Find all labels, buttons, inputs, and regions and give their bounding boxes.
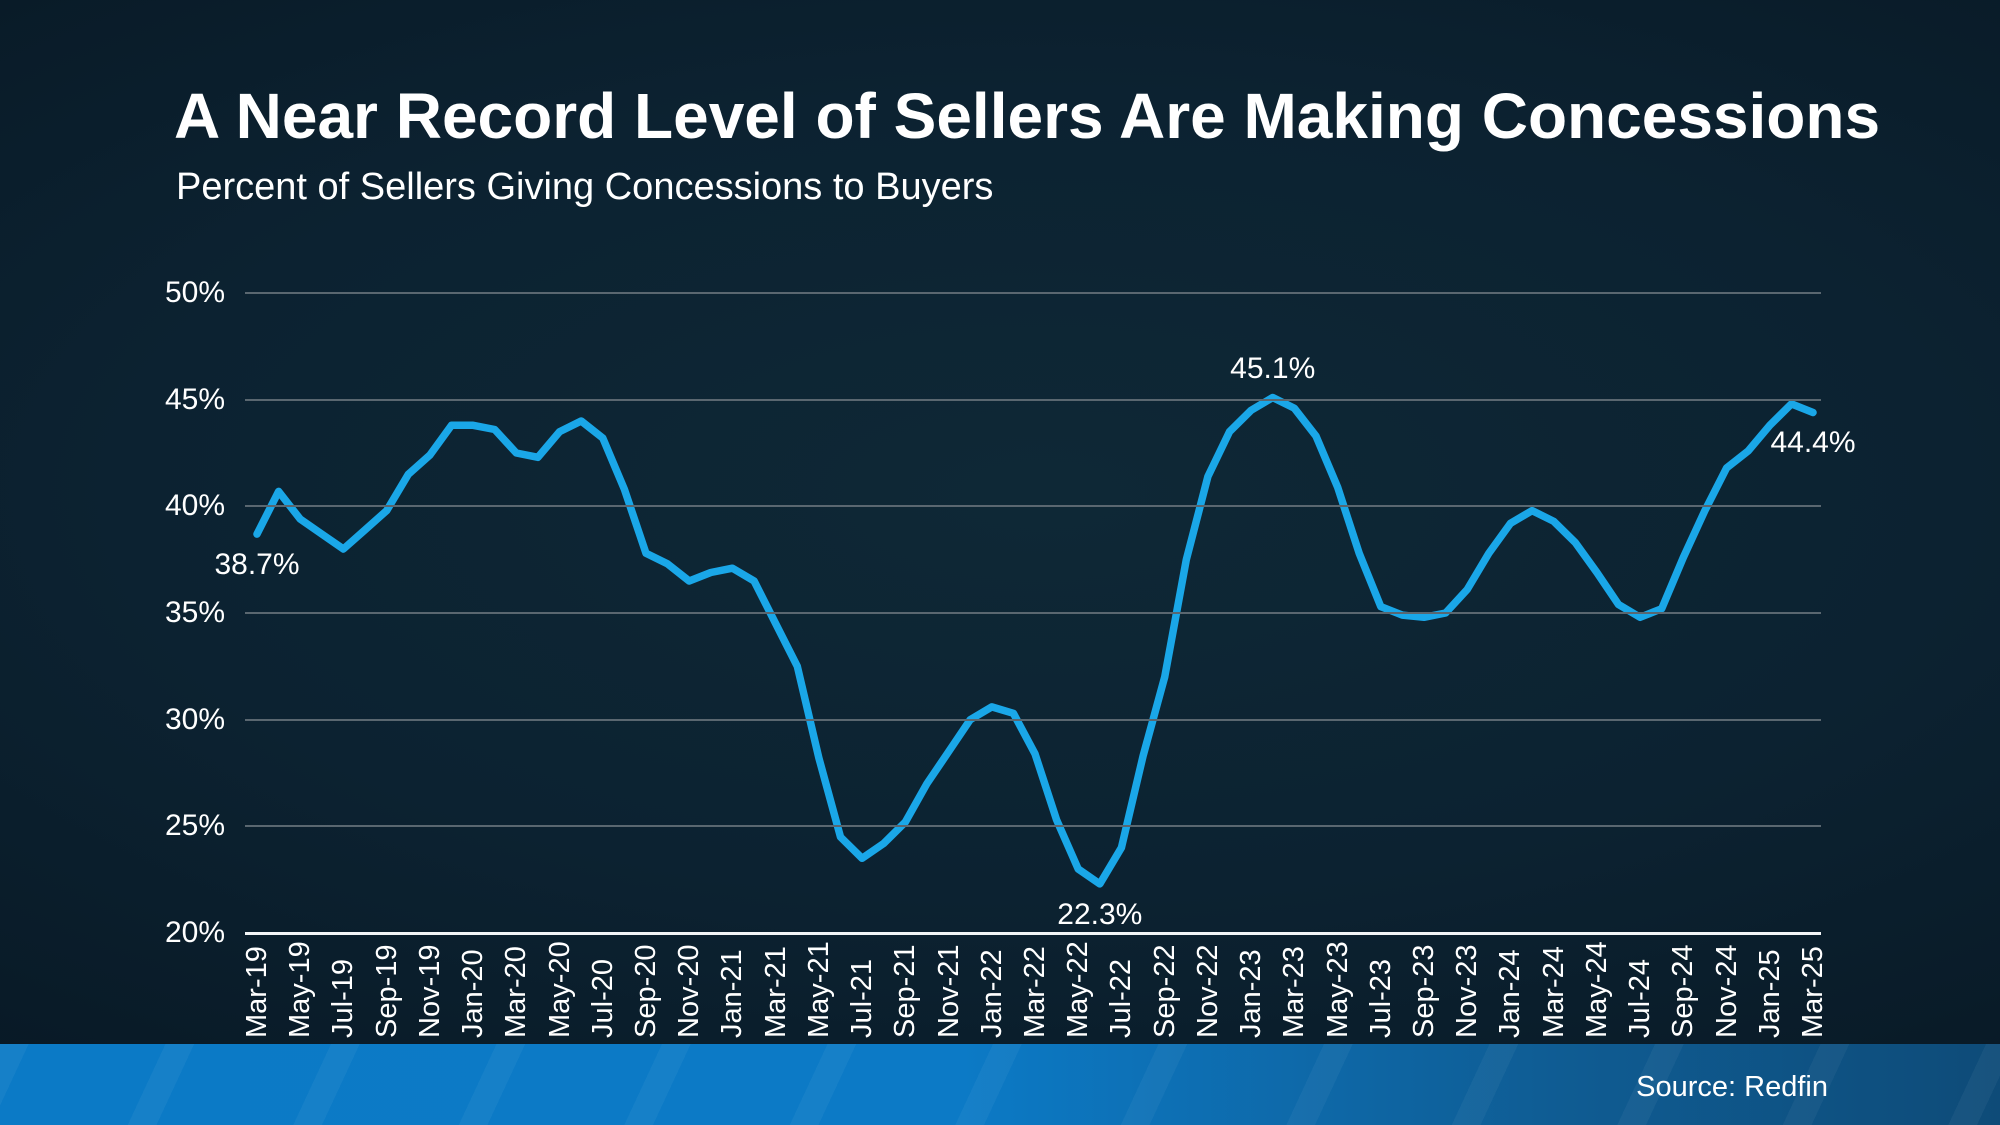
x-tick-label: Mar-19 xyxy=(241,946,273,1038)
gridline-35 xyxy=(245,612,1821,614)
x-tick-label: Sep-22 xyxy=(1148,944,1181,1038)
x-tick-label: May-23 xyxy=(1321,941,1354,1038)
x-tick-label: Jan-24 xyxy=(1494,949,1527,1038)
x-tick-label: Mar-22 xyxy=(1019,946,1051,1038)
y-tick-label: 50% xyxy=(164,276,225,309)
x-tick-label: Jul-20 xyxy=(586,959,619,1038)
x-tick-label: May-22 xyxy=(1062,941,1095,1038)
gridline-50 xyxy=(245,292,1821,294)
x-tick-label: Mar-25 xyxy=(1797,946,1829,1038)
x-tick-label: Mar-24 xyxy=(1537,946,1570,1038)
x-axis-line xyxy=(245,931,1821,935)
x-tick-label: May-21 xyxy=(802,941,835,1038)
gridline-25 xyxy=(245,825,1821,828)
x-tick-label: Nov-21 xyxy=(932,944,965,1039)
annotation-mar-25: 44.4% xyxy=(1770,426,1856,460)
y-tick-label: 20% xyxy=(164,916,225,949)
annotation-mar-19: 38.7% xyxy=(214,548,300,582)
y-tick-label: 30% xyxy=(164,702,225,736)
x-tick-label: Sep-21 xyxy=(889,944,922,1038)
line-series-svg xyxy=(253,393,1817,888)
gridline-45 xyxy=(245,398,1821,401)
chart-subtitle: Percent of Sellers Giving Concessions to… xyxy=(176,166,994,208)
x-tick-label: May-20 xyxy=(543,941,576,1038)
x-tick-label: Nov-24 xyxy=(1710,944,1743,1039)
x-tick-label: Sep-23 xyxy=(1408,944,1440,1038)
x-tick-label: Sep-19 xyxy=(370,944,403,1038)
x-tick-label: Jan-25 xyxy=(1753,949,1786,1038)
x-tick-label: May-24 xyxy=(1580,941,1613,1038)
x-tick-label: Nov-23 xyxy=(1451,944,1484,1039)
x-tick-label: Mar-23 xyxy=(1278,946,1311,1038)
y-tick-label: 40% xyxy=(164,489,225,523)
footer-band: Source: Redfin xyxy=(0,1044,2000,1125)
x-tick-label: Nov-19 xyxy=(413,944,446,1039)
y-tick-label: 35% xyxy=(164,596,225,629)
plot-area xyxy=(245,293,1821,933)
source-label: Source: Redfin xyxy=(1636,1071,1828,1103)
x-tick-label: Jul-24 xyxy=(1624,959,1657,1038)
annotation-jun-22: 22.3% xyxy=(1057,897,1143,931)
x-tick-label: Jan-23 xyxy=(1235,949,1268,1038)
x-tick-label: Mar-21 xyxy=(759,946,792,1038)
gridline-30 xyxy=(245,718,1821,721)
x-tick-label: Nov-22 xyxy=(1191,944,1224,1039)
x-tick-label: Mar-20 xyxy=(500,946,533,1038)
x-tick-label: Jan-21 xyxy=(716,949,749,1038)
x-tick-label: Jul-23 xyxy=(1364,959,1397,1038)
y-tick-label: 25% xyxy=(164,809,225,843)
x-tick-label: Sep-20 xyxy=(630,944,662,1038)
x-tick-label: Jul-22 xyxy=(1105,959,1138,1038)
x-tick-label: Nov-20 xyxy=(673,944,706,1039)
x-tick-label: Jan-22 xyxy=(975,949,1008,1038)
annotation-feb-23: 45.1% xyxy=(1230,351,1316,385)
gridline-40 xyxy=(245,505,1821,508)
x-tick-label: Sep-24 xyxy=(1667,944,1700,1038)
x-tick-label: May-19 xyxy=(284,941,317,1038)
concessions-line xyxy=(253,393,1817,888)
x-tick-label: Jan-20 xyxy=(457,949,490,1038)
chart-title: A Near Record Level of Sellers Are Makin… xyxy=(174,80,1881,152)
y-tick-label: 45% xyxy=(164,382,225,416)
x-tick-label: Jul-21 xyxy=(846,959,879,1038)
x-tick-label: Jul-19 xyxy=(327,959,360,1038)
